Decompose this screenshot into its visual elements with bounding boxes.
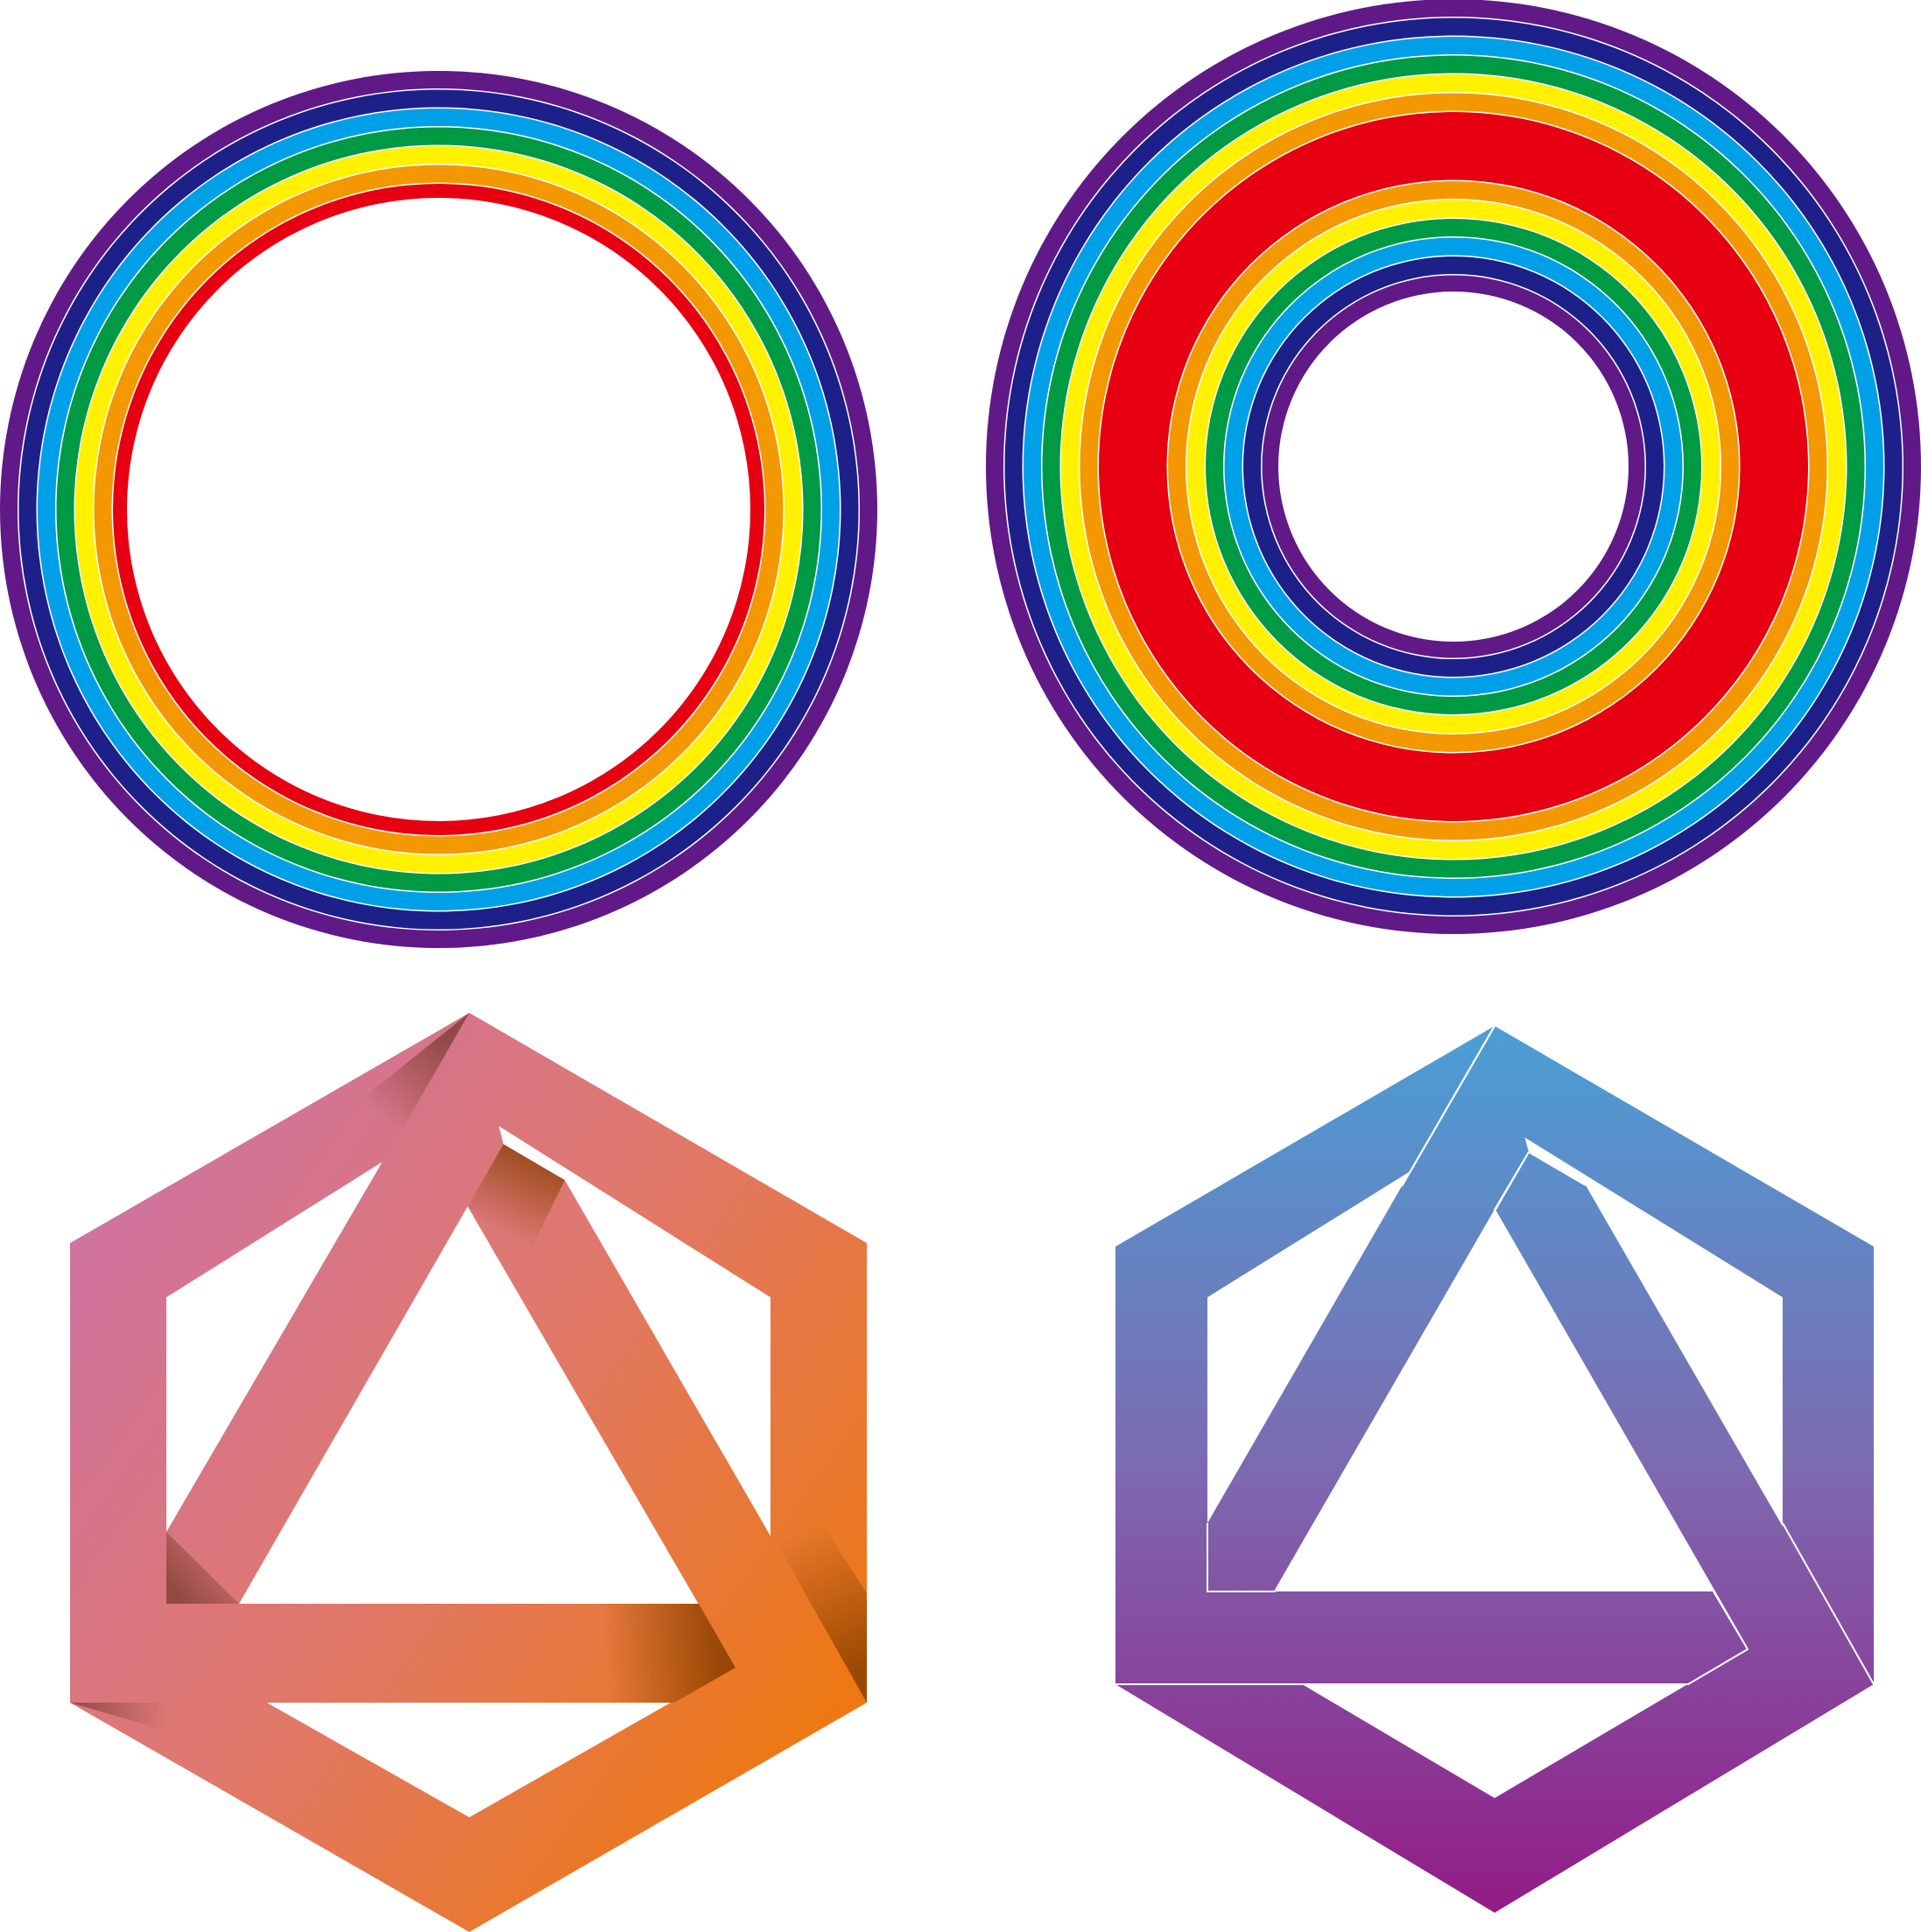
warm-triangle-band-left bbox=[166, 1013, 503, 1604]
rainbow-ring-double bbox=[986, 0, 1921, 934]
cool-edge-highlight bbox=[1115, 1025, 1875, 1685]
impossible-hexagon-warm bbox=[70, 1013, 867, 1932]
warm-shadow-top bbox=[368, 1013, 469, 1182]
rainbow-ring-thin bbox=[0, 71, 877, 948]
ring2-hole bbox=[1278, 292, 1629, 642]
warm-shadow-right bbox=[771, 1444, 867, 1703]
warm-triangle-band-bottom bbox=[70, 1604, 735, 1703]
warm-shadow-left-bottom bbox=[70, 1703, 266, 1760]
cool-triangle-band-left bbox=[1207, 1026, 1529, 1591]
cool-hexagon-band bbox=[1115, 1026, 1874, 1913]
warm-shadow-inner-top bbox=[468, 1144, 565, 1261]
cool-triangle-band-right bbox=[1495, 1152, 1874, 1684]
warm-shadow-left bbox=[166, 1532, 239, 1604]
ring1-hole bbox=[127, 198, 750, 821]
warm-shadow-bottom-inner bbox=[604, 1604, 735, 1703]
cool-triangle-band-bottom bbox=[1115, 1591, 1748, 1684]
warm-triangle-band-right bbox=[468, 1144, 867, 1703]
impossible-hexagon-cool bbox=[1115, 1025, 1875, 1913]
